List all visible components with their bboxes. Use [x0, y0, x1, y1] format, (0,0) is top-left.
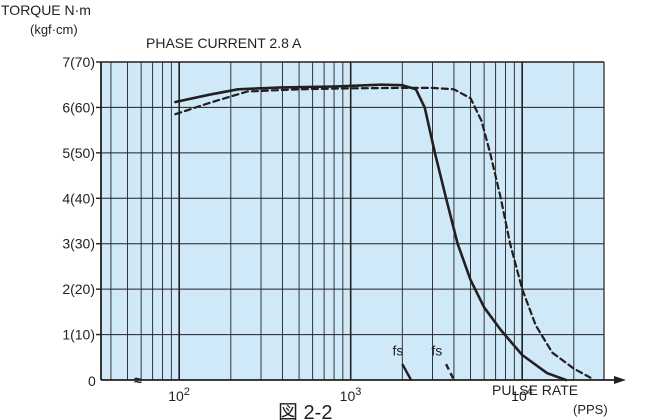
y-tick-label: 7(70) [62, 54, 95, 70]
series-layer [174, 83, 592, 382]
axes: ≈ [96, 61, 626, 388]
y-tick-label: 3(30) [62, 236, 95, 252]
y-axis-unit: (kgf·cm) [30, 22, 78, 37]
x-tick-exponent: 2 [184, 386, 190, 398]
y-tick-label: 5(50) [62, 145, 95, 161]
fs-annotation: fs [392, 342, 403, 358]
x-axis-label: PULSE RATE [492, 382, 578, 398]
x-tick-exponent: 4 [527, 386, 533, 398]
fs-marker-line [401, 363, 413, 381]
fs-marker-line [445, 363, 456, 381]
fs-annotation: fs [431, 342, 442, 358]
axis-break-mark: ≈ [134, 372, 142, 388]
y-tick-label: 1(10) [62, 327, 95, 343]
x-axis-arrowhead [614, 376, 626, 384]
figure-caption: 図 2-2 [278, 402, 332, 420]
series-line-solid [174, 83, 568, 382]
tick-label-layer: 1(10) 2(20) 3(30) 4(40) 5(50) 6(60) 7(70) 102 10… [62, 54, 533, 404]
grid-lines [101, 61, 605, 380]
x-tick-label: 103 [340, 386, 362, 404]
y-tick-label: 4(40) [62, 190, 95, 206]
y-tick-label: 2(20) [62, 281, 95, 297]
y-tick-label: 6(60) [62, 99, 95, 115]
y-axis-label: TORQUE N·m [1, 2, 91, 18]
chart-title: PHASE CURRENT 2.8 A [146, 35, 302, 51]
annotation-layer: fs fs [392, 342, 456, 381]
origin-label: 0 [88, 373, 96, 389]
x-axis-unit: (PPS) [573, 402, 608, 417]
plot-background [101, 62, 604, 380]
x-tick-exponent: 3 [355, 386, 361, 398]
series-line-dashed [174, 86, 592, 379]
x-tick-label: 102 [168, 386, 190, 404]
